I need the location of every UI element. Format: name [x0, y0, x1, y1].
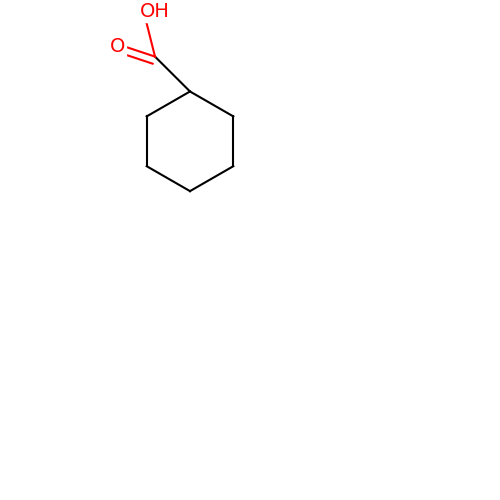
Text: O: O — [110, 37, 125, 56]
Text: OH: OH — [140, 2, 170, 22]
